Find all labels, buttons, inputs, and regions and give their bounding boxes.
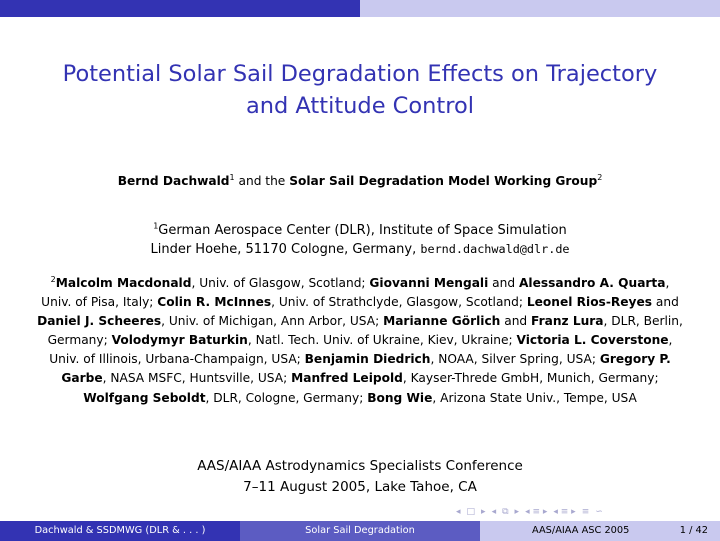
group-name: Solar Sail Degradation Model Working Gro…: [289, 174, 598, 188]
nav-align-icon[interactable]: ≡: [581, 507, 590, 517]
nav-search-icon[interactable]: ∽: [595, 507, 603, 517]
author-connector: and the: [234, 174, 290, 188]
member-name: Daniel J. Scheeres: [37, 314, 162, 329]
member-affiliation: and: [500, 314, 532, 329]
member-name: Wolfgang Seboldt: [83, 390, 206, 405]
institute-block: 1German Aerospace Center (DLR), Institut…: [0, 221, 720, 259]
conference-block: AAS/AIAA Astrodynamics Specialists Confe…: [0, 456, 720, 498]
header-bar-right: [360, 0, 720, 17]
group-mark: 2: [50, 274, 56, 284]
institute-mark: 1: [153, 221, 159, 231]
nav-frame-prev-icon[interactable]: ◂: [456, 507, 461, 517]
group-affil-mark: 2: [597, 172, 603, 182]
institute-line-1: 1German Aerospace Center (DLR), Institut…: [0, 221, 720, 240]
nav-frame-icon[interactable]: □: [466, 507, 476, 517]
header-bar-left: [0, 0, 360, 17]
member-name: Giovanni Mengali: [369, 276, 489, 290]
nav-frame-next-icon[interactable]: ▸: [481, 507, 486, 517]
member-affiliation: , DLR, Berlin, Germany;: [47, 314, 683, 348]
member-name: Leonel Rios-Reyes: [526, 295, 652, 310]
title-line-1: Potential Solar Sail Degradation Effects…: [62, 61, 658, 87]
member-affiliation: and: [652, 295, 679, 310]
beamer-navigation: ◂ □ ▸ ◂ ⧉ ▸ ◂ ≡ ▸ ◂ ≡ ▸ ≡ ∽: [456, 505, 603, 519]
author-email[interactable]: bernd.dachwald@dlr.de: [420, 242, 570, 256]
title-line-2: and Attitude Control: [245, 93, 475, 119]
member-affiliation: , Univ. of Pisa, Italy;: [41, 276, 670, 310]
author-affil-mark: 1: [229, 172, 235, 182]
member-affiliation: , Univ. of Michigan, Ann Arbor, USA;: [161, 314, 384, 329]
member-affiliation: , DLR, Cologne, Germany;: [205, 390, 368, 405]
member-name: Franz Lura: [531, 314, 604, 329]
conference-name: AAS/AIAA Astrodynamics Specialists Confe…: [197, 458, 523, 474]
member-affiliation: , Univ. of Glasgow, Scotland;: [191, 276, 370, 290]
member-affiliation: , Natl. Tech. Univ. of Ukraine, Kiev, Uk…: [247, 333, 517, 348]
slide-title: Potential Solar Sail Degradation Effects…: [0, 58, 720, 122]
author-name: Bernd Dachwald: [117, 174, 230, 188]
member-name: Gregory P. Garbe: [61, 352, 671, 386]
footer-authors: Dachwald & SSDMWG (DLR & . . . ): [0, 521, 240, 541]
member-name: Bong Wie: [367, 390, 433, 405]
conference-date-location: 7–11 August 2005, Lake Tahoe, CA: [243, 479, 477, 495]
footer-bar: Dachwald & SSDMWG (DLR & . . . ) Solar S…: [0, 521, 720, 541]
institute-line-2: Linder Hoehe, 51170 Cologne, Germany, be…: [0, 240, 720, 259]
institute-name: German Aerospace Center (DLR), Institute…: [158, 223, 567, 238]
member-name: Malcolm Macdonald: [55, 276, 192, 290]
footer-short-title: Solar Sail Degradation: [240, 521, 480, 541]
footer-conference: AAS/AIAA ASC 2005: [532, 525, 630, 536]
nav-section-next-icon[interactable]: ◂ ≡ ▸: [553, 507, 576, 517]
member-name: Alessandro A. Quarta: [518, 276, 666, 290]
nav-subsection-icon[interactable]: ⧉: [502, 507, 509, 517]
author-line: Bernd Dachwald1 and the Solar Sail Degra…: [0, 173, 720, 189]
nav-subsection-next-icon[interactable]: ▸: [514, 507, 520, 517]
member-name: Manfred Leipold: [291, 371, 403, 386]
working-group-members: 2Malcolm Macdonald, Univ. of Glasgow, Sc…: [36, 274, 684, 408]
member-affiliation: , Arizona State Univ., Tempe, USA: [432, 390, 637, 405]
nav-subsection-prev-icon[interactable]: ◂: [491, 507, 497, 517]
institute-address: Linder Hoehe, 51170 Cologne, Germany,: [150, 242, 421, 257]
member-affiliation: , Univ. of Illinois, Urbana-Champaign, U…: [49, 333, 673, 367]
header-bar: [0, 0, 720, 17]
member-name: Benjamin Diedrich: [304, 352, 431, 367]
member-affiliation: , NASA MSFC, Huntsville, USA;: [102, 371, 292, 386]
nav-section-prev-icon[interactable]: ◂ ≡ ▸: [525, 507, 548, 517]
member-name: Colin R. McInnes: [157, 295, 272, 310]
footer-right: AAS/AIAA ASC 2005 1 / 42: [480, 521, 720, 541]
member-affiliation: , Univ. of Strathclyde, Glasgow, Scotlan…: [271, 295, 527, 310]
member-affiliation: and: [488, 276, 519, 290]
footer-page-number: 1 / 42: [679, 525, 708, 536]
member-name: Volodymyr Baturkin: [111, 333, 248, 348]
member-affiliation: , NOAA, Silver Spring, USA;: [430, 352, 600, 367]
member-affiliation: , Kayser-Threde GmbH, Munich, Germany;: [402, 371, 659, 386]
member-name: Marianne Görlich: [383, 314, 501, 329]
member-name: Victoria L. Coverstone: [516, 333, 669, 348]
